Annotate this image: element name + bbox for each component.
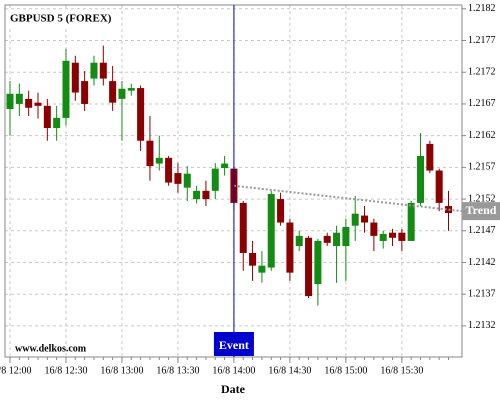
candle-body bbox=[435, 170, 443, 203]
trend-label: Trend bbox=[466, 203, 497, 217]
candle-body bbox=[34, 102, 42, 106]
event-label: Event bbox=[219, 338, 249, 352]
y-tick-label: 1.2157 bbox=[468, 162, 496, 173]
candle-body bbox=[6, 93, 14, 110]
y-tick-label: 1.2162 bbox=[468, 130, 496, 141]
candle-body bbox=[174, 173, 182, 184]
candle-body bbox=[370, 222, 378, 236]
candle-body bbox=[323, 235, 331, 243]
event-label-box bbox=[213, 332, 254, 356]
title-bg bbox=[8, 11, 108, 27]
candle-body bbox=[333, 232, 341, 247]
candle-body bbox=[99, 62, 107, 79]
candle-body bbox=[389, 232, 397, 238]
x-axis-title: Date bbox=[221, 382, 246, 396]
candle-body bbox=[267, 194, 275, 268]
x-tick-label: 16/8 12:30 bbox=[44, 365, 87, 376]
candle-body bbox=[127, 88, 135, 91]
candle-body bbox=[445, 206, 453, 214]
watermark: www.delkos.com bbox=[15, 343, 87, 354]
x-tick-label: 16/8 13:00 bbox=[100, 365, 143, 376]
candle-body bbox=[146, 140, 154, 167]
y-tick-label: 1.2137 bbox=[468, 289, 496, 300]
candle-body bbox=[342, 226, 350, 247]
y-tick-label: 1.2132 bbox=[468, 320, 496, 331]
candle-body bbox=[417, 155, 425, 203]
candle-body bbox=[165, 157, 173, 183]
candle-body bbox=[90, 62, 98, 79]
trend-label-box bbox=[462, 202, 500, 221]
candle-body bbox=[109, 81, 117, 103]
candle-body bbox=[239, 202, 247, 253]
y-tick-label: 1.2142 bbox=[468, 257, 496, 268]
y-tick-label: 1.2172 bbox=[468, 67, 496, 78]
candle-body bbox=[249, 252, 257, 266]
candle-body bbox=[15, 93, 23, 104]
x-tick-label: 16/8 13:30 bbox=[156, 365, 199, 376]
candle-body bbox=[43, 105, 51, 129]
candle-body bbox=[407, 202, 415, 241]
candle-body bbox=[351, 213, 359, 226]
candle-body bbox=[193, 190, 201, 200]
y-tick-label: 1.2152 bbox=[468, 193, 496, 204]
x-tick-label: 16/8 14:30 bbox=[268, 365, 311, 376]
candle-body bbox=[314, 240, 322, 285]
candle-body bbox=[361, 215, 369, 223]
candle-body bbox=[137, 88, 145, 141]
candle-body bbox=[81, 81, 89, 104]
candle-body bbox=[379, 233, 387, 241]
overlay: 1.2132 1.2137 1.2142 1.2147 1.2152 1.2157 1.21… bbox=[0, 3, 500, 376]
candle-body bbox=[426, 143, 434, 171]
x-tick-label: 16/8 14:00 bbox=[212, 365, 255, 376]
candle-body bbox=[258, 265, 266, 273]
candle-body bbox=[183, 173, 191, 188]
candle-body bbox=[286, 222, 294, 273]
candle-body bbox=[118, 88, 126, 99]
x-tick-label: 16/8 15:00 bbox=[324, 365, 367, 376]
y-tick-label: 1.2177 bbox=[468, 35, 496, 46]
x-tick-label: 16/8 15:30 bbox=[380, 365, 423, 376]
candle-body bbox=[53, 117, 61, 129]
y-tick-label: 1.2182 bbox=[468, 3, 496, 14]
candle-body bbox=[62, 60, 70, 118]
y-tick-label: 1.2167 bbox=[468, 98, 496, 109]
candle-body bbox=[277, 199, 285, 223]
chart-title: GBPUSD 5 (FOREX) bbox=[10, 13, 112, 25]
candle-body bbox=[295, 235, 303, 247]
y-tick-label: 1.2147 bbox=[468, 225, 496, 236]
candle-body bbox=[398, 232, 406, 241]
candle-body bbox=[25, 98, 33, 108]
candle-body bbox=[211, 168, 219, 191]
candle-body bbox=[305, 237, 313, 297]
candle-body bbox=[155, 157, 163, 164]
x-tick-label: 16/8 12:00 bbox=[0, 365, 32, 376]
candle-body bbox=[71, 62, 79, 93]
candle-body bbox=[221, 163, 229, 168]
candle-body bbox=[202, 190, 210, 200]
